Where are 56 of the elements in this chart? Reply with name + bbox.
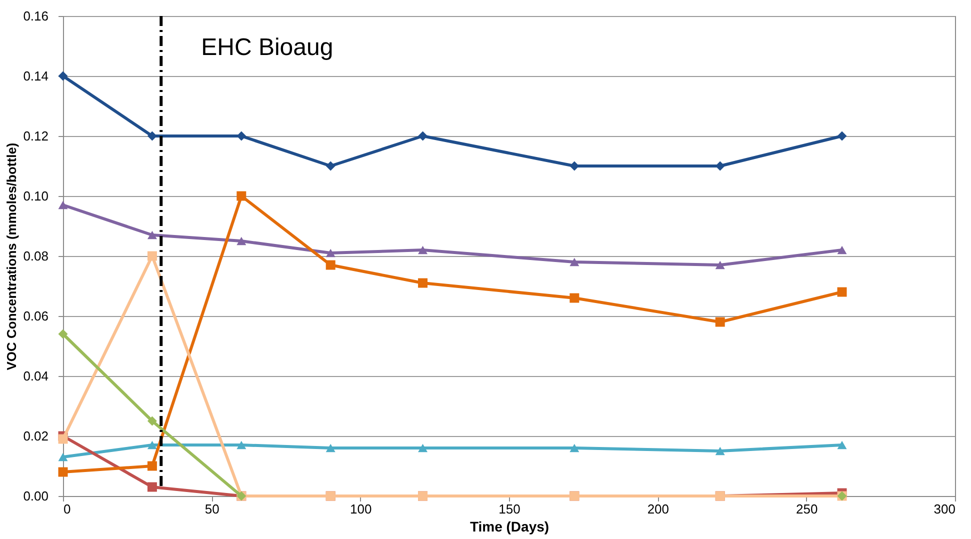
point [236,236,246,246]
x-tick-label: 150 [498,502,520,516]
point [715,260,725,270]
point [326,161,336,171]
point [570,258,580,266]
point [147,230,157,240]
y-tick-label: 0.06 [23,308,48,324]
point [326,444,336,452]
y-tick-label: 0.08 [23,248,48,264]
point [837,287,847,297]
y-tick-label: 0.10 [23,188,48,204]
point [570,444,580,452]
y-tick-label: 0.14 [23,68,48,84]
point [715,446,725,456]
point [236,131,246,141]
point [58,71,68,81]
point [147,131,157,141]
y-tick-label: 0.02 [23,428,48,444]
point [837,440,847,450]
point [58,467,68,477]
y-axis-title: VOC Concentrations (mmoles/bottle) [4,142,20,370]
point [147,482,157,492]
point [715,317,725,327]
y-tick-label: 0.00 [23,488,48,504]
point [236,440,246,450]
point [147,461,157,471]
x-tick-label: 0 [64,502,71,516]
point [418,246,428,254]
x-tick-label: 50 [204,502,220,516]
point [837,246,847,254]
x-tick-label: 200 [647,502,670,516]
point [147,416,157,426]
point [236,191,246,201]
x-tick-label: 250 [796,502,818,516]
point [58,329,68,339]
point [418,131,428,141]
y-tick-label: 0.12 [23,128,48,144]
point [147,251,157,261]
point [418,278,428,288]
point [58,200,68,210]
y-tick-label: 0.04 [23,368,48,384]
point [715,161,725,171]
point [837,131,847,141]
point [58,452,68,462]
point [326,260,336,270]
point [326,248,336,258]
point [570,161,580,171]
point [147,440,157,450]
y-tick-label: 0.16 [23,8,48,24]
point [570,293,580,303]
point [418,444,428,452]
x-axis-title: Time (Days) [470,518,550,534]
x-tick-label: 100 [350,502,372,516]
x-tick-label: 300 [934,502,956,516]
point [58,434,68,444]
ref-line-label: EHC Bioaug [201,34,334,61]
